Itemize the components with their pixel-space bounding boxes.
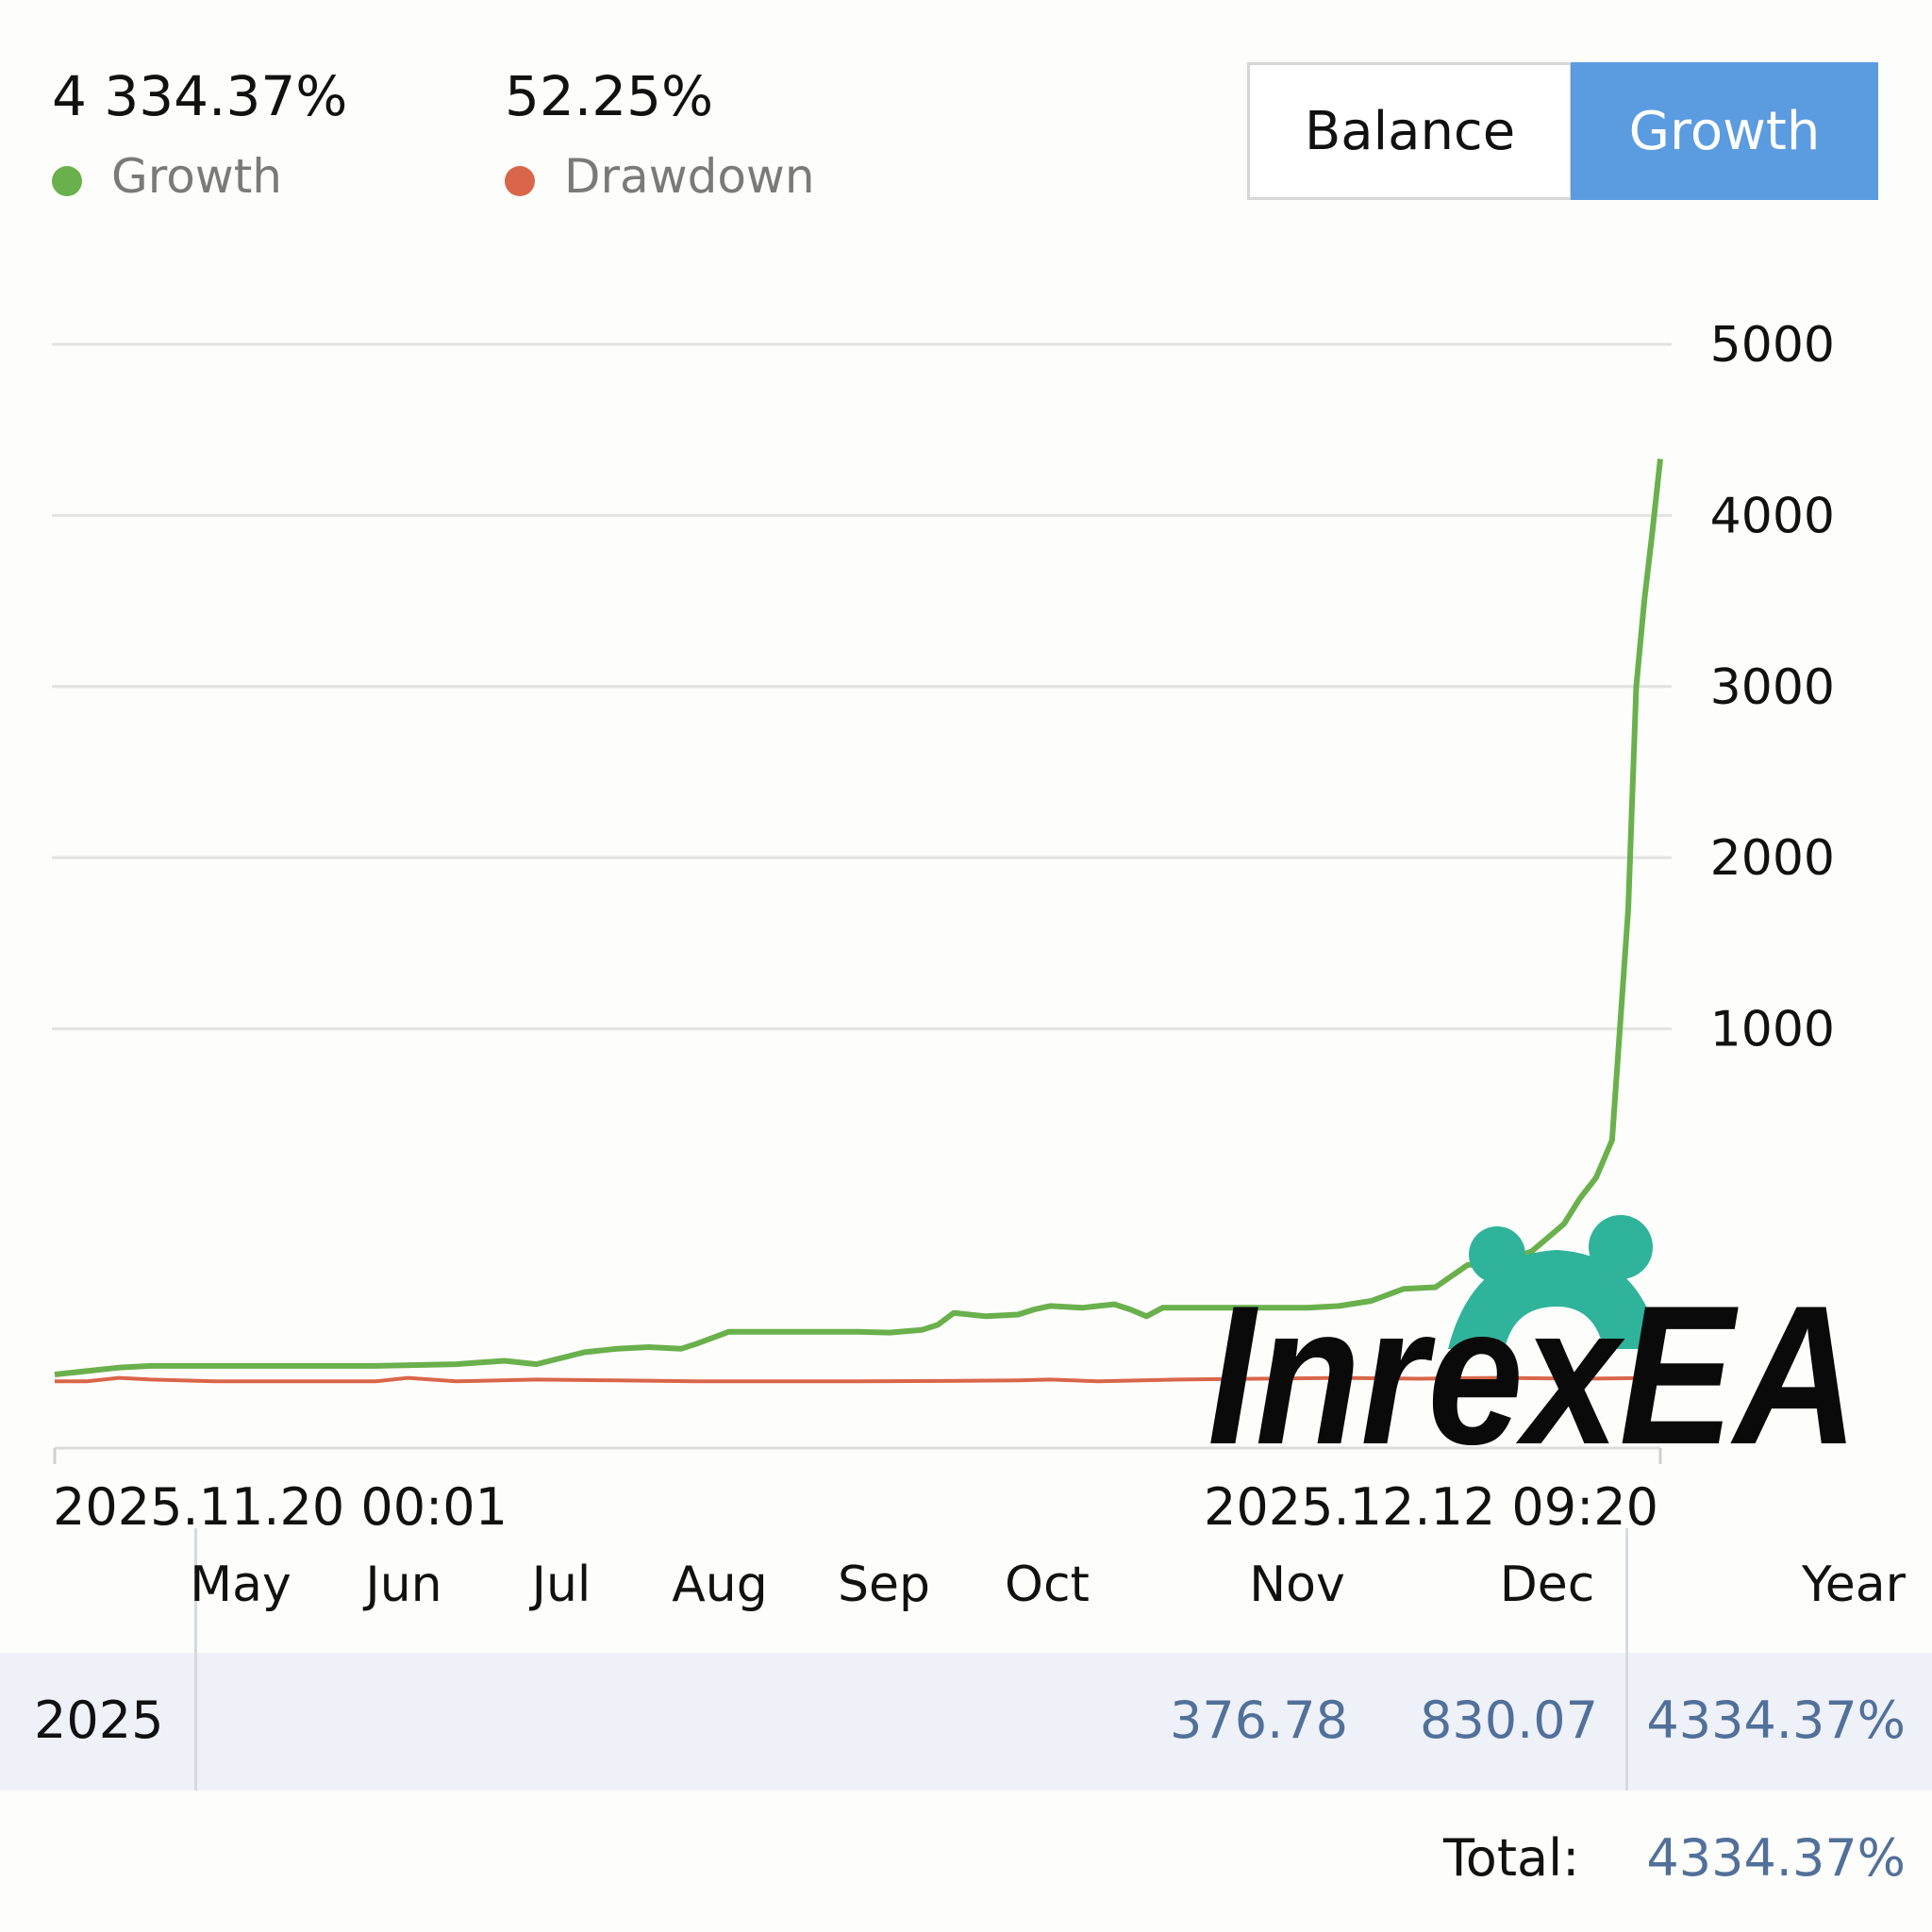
growth-legend-label: Growth [111, 149, 282, 204]
year-growth-value: 4334.37% [1646, 1690, 1906, 1750]
y-tick-label: 1000 [1710, 1002, 1835, 1058]
x-end-date-label: 2025.12.12 09:20 [1204, 1477, 1658, 1537]
month-header-sep: Sep [837, 1557, 930, 1613]
month-header-aug: Aug [672, 1557, 768, 1613]
x-start-date-label: 2025.11.20 00:01 [53, 1477, 508, 1537]
growth-toggle-button[interactable]: Growth [1571, 62, 1878, 200]
month-header-jun: Jun [365, 1557, 442, 1613]
growth-legend-dot [52, 166, 82, 196]
total-value: 4334.37% [1646, 1828, 1906, 1888]
balance-toggle-button[interactable]: Balance [1247, 62, 1573, 200]
year-column-header: Year [1801, 1557, 1906, 1613]
y-axis-ticks: 5000 4000 3000 2000 1000 [1710, 317, 1835, 1058]
month-header-nov: Nov [1249, 1557, 1345, 1613]
chart-gridlines [52, 342, 1672, 1031]
table-row [0, 1653, 1932, 1790]
dec-growth-value: 830.07 [1420, 1690, 1598, 1750]
drawdown-legend-dot [505, 166, 535, 196]
y-tick-label: 5000 [1710, 317, 1835, 374]
drawdown-series-line [55, 1375, 1661, 1384]
growth-value: 4 334.37% [52, 64, 348, 128]
drawdown-legend-label: Drawdown [564, 149, 815, 204]
month-header-jul: Jul [531, 1557, 591, 1613]
y-tick-label: 3000 [1710, 659, 1835, 716]
watermark-text: InrexEA [1208, 1264, 1858, 1486]
total-label: Total: [1443, 1828, 1580, 1888]
month-header-dec: Dec [1499, 1557, 1595, 1613]
month-header-may: May [190, 1557, 291, 1613]
drawdown-value: 52.25% [505, 64, 714, 128]
growth-series-line [54, 458, 1663, 1377]
y-tick-label: 4000 [1710, 488, 1835, 544]
nov-growth-value: 376.78 [1170, 1690, 1348, 1750]
row-year-label: 2025 [34, 1690, 164, 1750]
y-tick-label: 2000 [1710, 830, 1835, 887]
month-header-oct: Oct [1005, 1557, 1090, 1613]
inrexea-watermark-logo: InrexEA [1208, 1215, 1858, 1486]
growth-chart: 5000 4000 3000 2000 1000 2025.11.20 00:01 20… [52, 317, 1858, 1537]
